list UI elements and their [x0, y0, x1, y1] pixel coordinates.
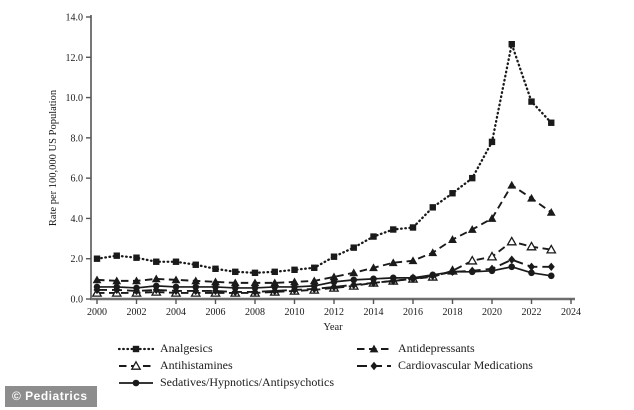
legend-item-cardiovascular-medications: Cardiovascular Medications [356, 357, 533, 374]
x-tick-label: 2014 [364, 307, 384, 318]
triangle-open-legend-marker [119, 359, 153, 370]
series-sedatives-hypnotics-antipsychotics [93, 263, 555, 292]
x-tick-label: 2024 [561, 307, 581, 318]
x-tick-label: 2010 [285, 307, 305, 318]
circle-legend-marker [119, 379, 153, 386]
x-tick-label: 2018 [443, 307, 463, 318]
legend-item-antihistamines: Antihistamines [118, 357, 334, 374]
triangle-filled-legend-marker [357, 344, 391, 352]
y-tick-label: 4.0 [71, 214, 84, 225]
y-tick-label: 10.0 [66, 93, 84, 104]
series-antidepressants [92, 180, 556, 287]
series-analgesics [93, 39, 555, 277]
y-tick-label: 12.0 [66, 53, 84, 64]
x-tick-label: 2000 [87, 307, 107, 318]
diamond-legend-marker [357, 361, 391, 370]
legend-label: Antidepressants [398, 341, 475, 355]
x-tick-label: 2022 [522, 307, 542, 318]
legend-label: Antihistamines [160, 358, 233, 372]
legend-label: Cardiovascular Medications [398, 358, 533, 372]
chart-legend: Analgesics Antihistamines Sedatives/Hypnot… [0, 340, 634, 392]
legend-column-left: Analgesics Antihistamines Sedatives/Hypnot… [118, 340, 334, 391]
legend-label: Sedatives/Hypnotics/Antipsychotics [160, 375, 334, 389]
x-tick-label: 2012 [324, 307, 344, 318]
x-axis-title: Year [323, 322, 343, 333]
legend-column-right: Antidepressants Cardiovascular Medication… [356, 340, 533, 374]
legend-item-sedatives-hypnotics-antipsychotics: Sedatives/Hypnotics/Antipsychotics [118, 374, 334, 391]
y-axis-title: Rate per 100,000 US Population [48, 89, 59, 226]
y-tick-label: 2.0 [71, 254, 84, 265]
legend-item-antidepressants: Antidepressants [356, 340, 533, 357]
x-tick-label: 2008 [245, 307, 265, 318]
series-cardiovascular-medications [93, 255, 555, 297]
y-tick-label: 0.0 [71, 295, 84, 306]
x-tick-label: 2016 [403, 307, 423, 318]
legend-item-analgesics: Analgesics [118, 340, 334, 357]
square-legend-marker [118, 345, 154, 352]
x-tick-label: 2020 [482, 307, 502, 318]
legend-label: Analgesics [160, 341, 213, 355]
y-tick-label: 14.0 [66, 13, 84, 24]
line-chart: 0.0 2.0 4.0 6.0 8.0 10.0 12.0 14.0 2000 2002 2004 2… [48, 13, 581, 334]
x-tick-label: 2004 [166, 307, 186, 318]
y-tick-label: 8.0 [71, 133, 84, 144]
pediatrics-watermark: © Pediatrics [5, 386, 97, 407]
x-tick-label: 2006 [206, 307, 226, 318]
y-tick-label: 6.0 [71, 174, 84, 185]
x-tick-label: 2002 [127, 307, 147, 318]
